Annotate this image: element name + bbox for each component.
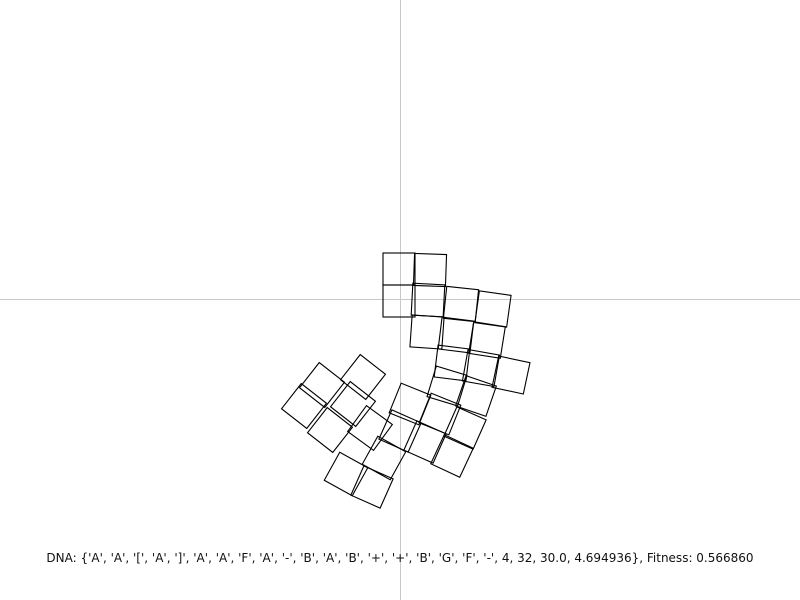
- square-cell: [491, 355, 531, 395]
- square-cell: [409, 314, 445, 350]
- square-cell: [323, 451, 369, 497]
- square-cluster: [280, 252, 531, 509]
- square-cell: [433, 344, 471, 382]
- square-cell: [474, 290, 512, 328]
- square-cell: [403, 420, 447, 464]
- square-cell: [437, 316, 475, 354]
- square-cell: [418, 392, 462, 436]
- square-cell: [443, 406, 487, 450]
- square-cell: [442, 285, 480, 323]
- square-cell: [361, 435, 407, 481]
- square-cell: [430, 434, 474, 478]
- square-cell: [454, 374, 498, 418]
- square-cell: [339, 353, 387, 401]
- square-cell: [388, 382, 432, 426]
- square-cell: [298, 361, 346, 409]
- square-cell: [346, 404, 394, 452]
- dna-value: {'A', 'A', '[', 'A', ']', 'A', 'A', 'F',…: [80, 551, 640, 565]
- square-cell: [280, 382, 328, 430]
- square-cell: [378, 409, 422, 453]
- square-cell: [382, 252, 416, 286]
- status-line: DNA: {'A', 'A', '[', 'A', ']', 'A', 'A',…: [0, 551, 800, 565]
- square-cell: [468, 321, 506, 359]
- square-cell: [461, 348, 501, 388]
- fitness-label: , Fitness:: [639, 551, 697, 565]
- square-cell: [426, 365, 468, 407]
- square-cell: [412, 252, 448, 288]
- square-cell: [382, 284, 416, 318]
- fitness-value: 0.566860: [696, 551, 754, 565]
- square-cell: [329, 380, 377, 428]
- square-cell: [350, 465, 394, 509]
- square-cell: [306, 406, 354, 454]
- dna-label: DNA:: [46, 551, 81, 565]
